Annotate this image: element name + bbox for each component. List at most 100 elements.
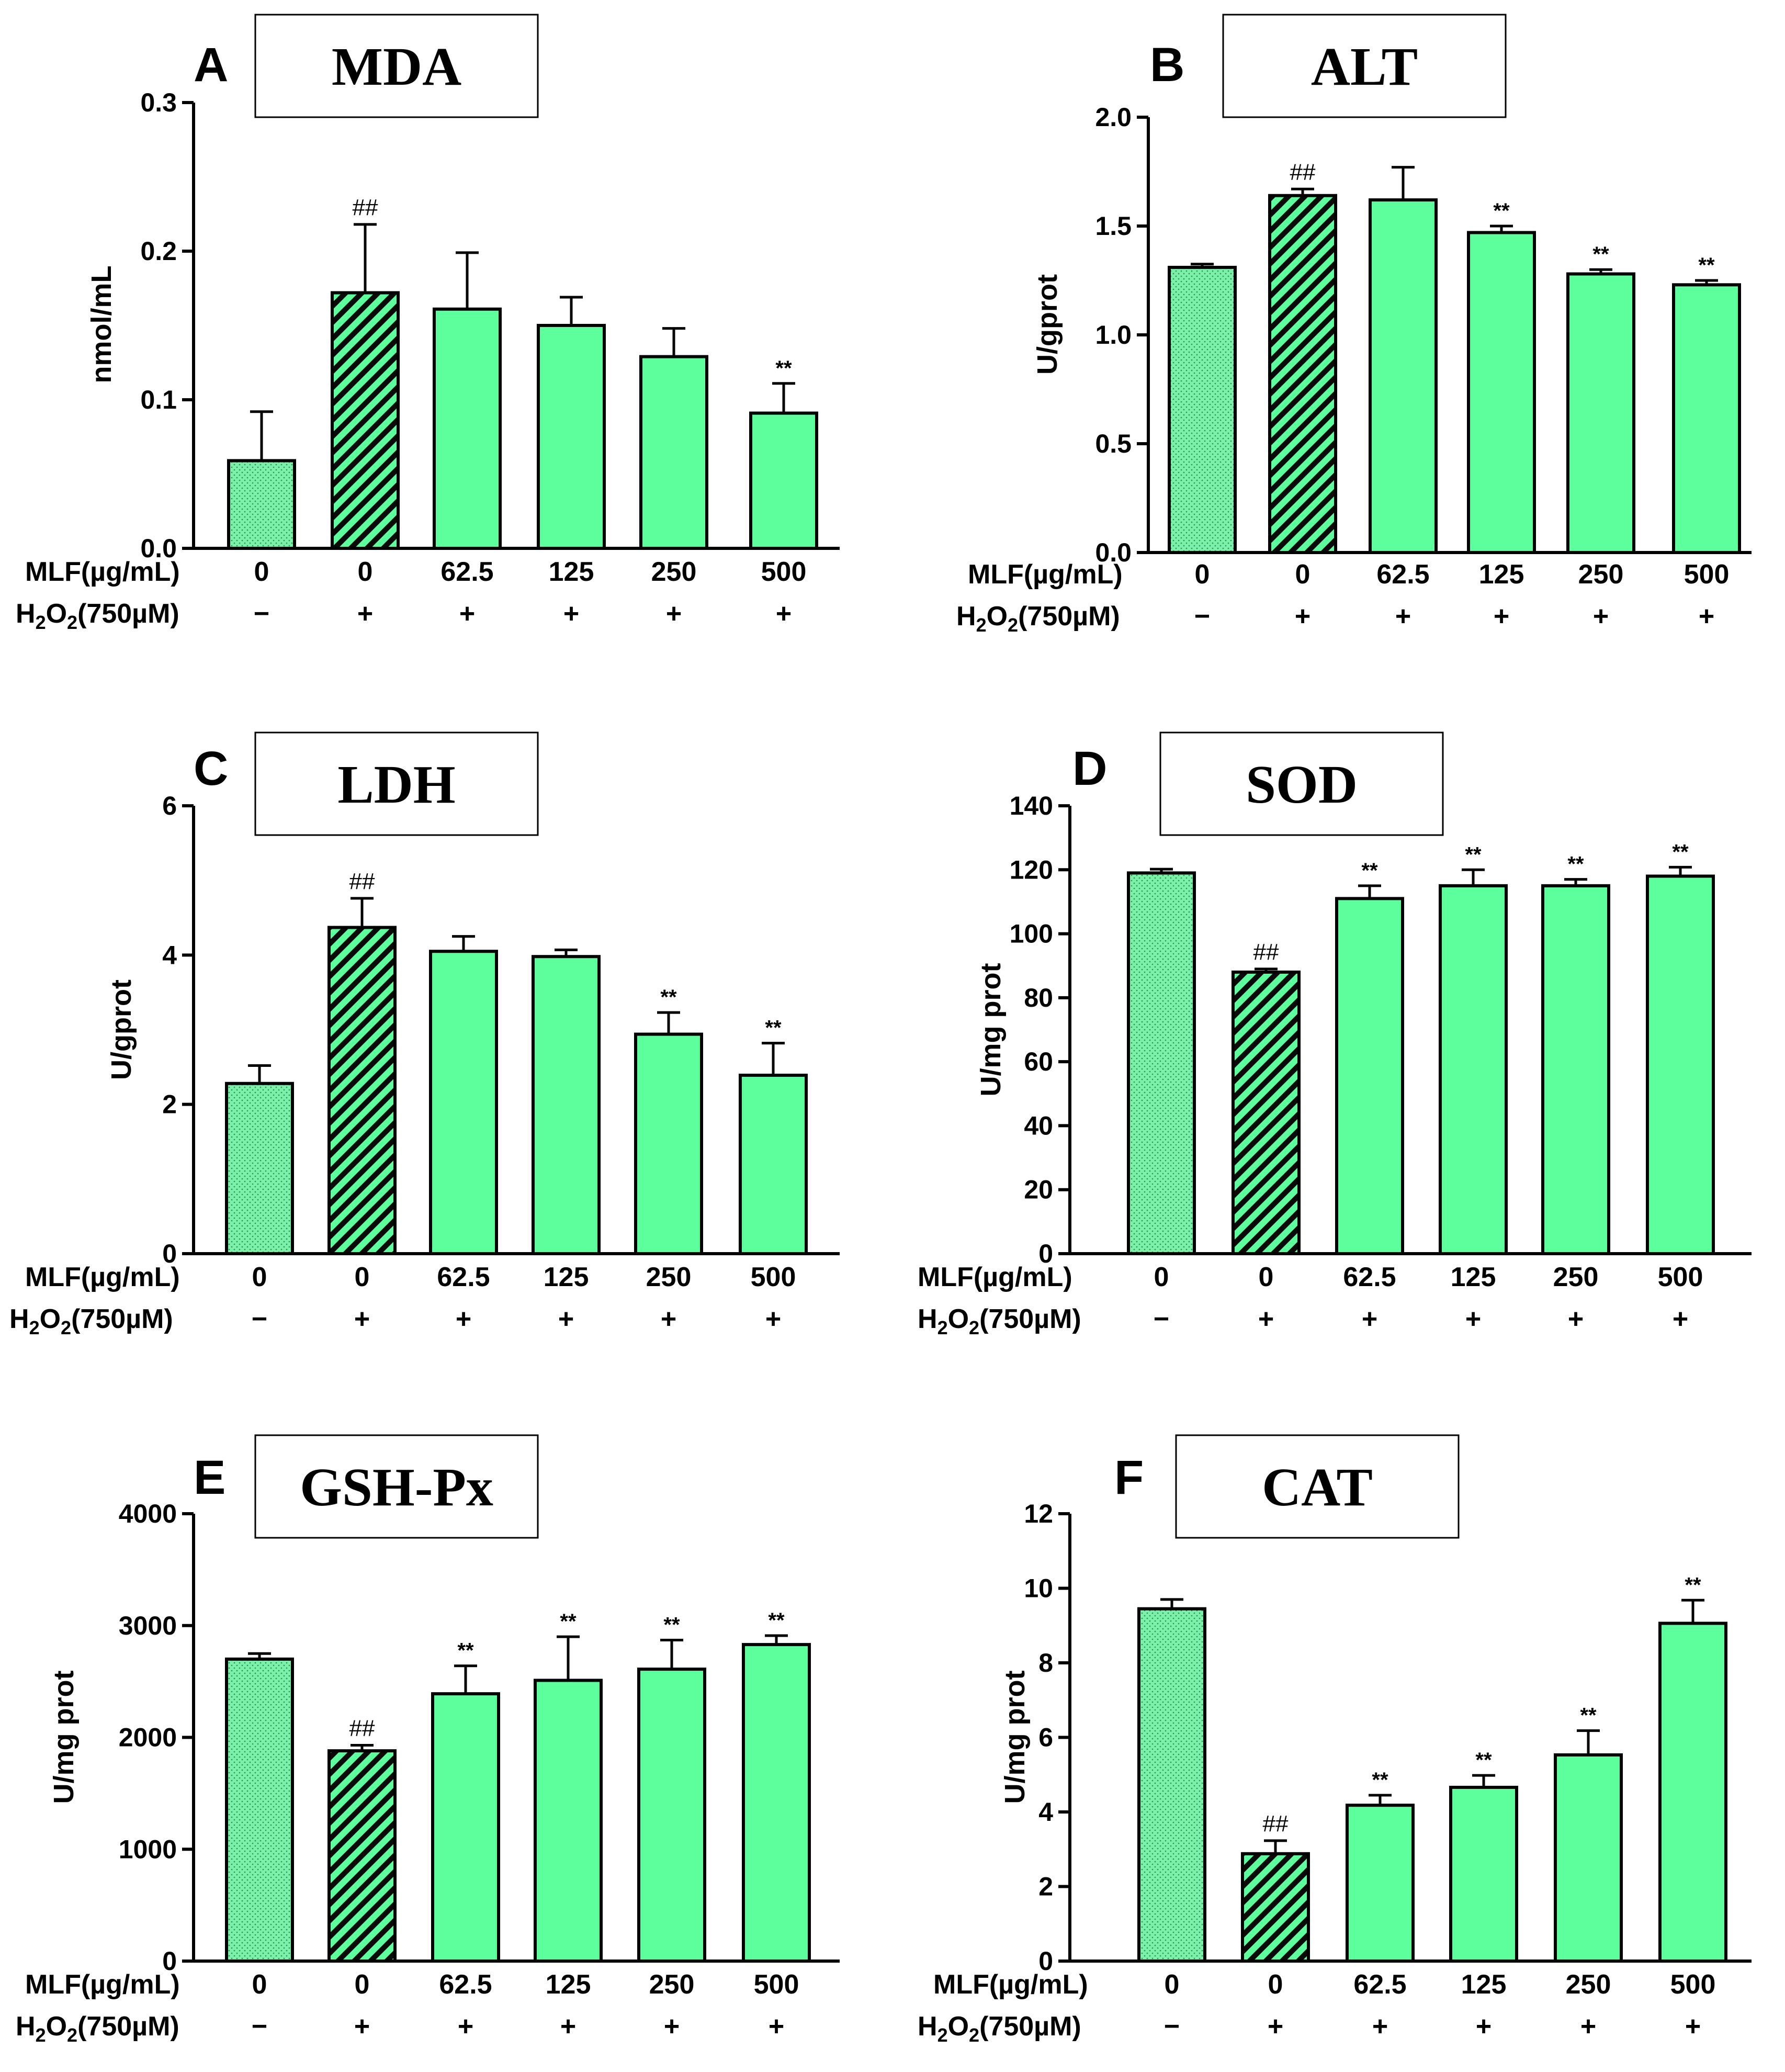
- panel-letter: A: [194, 38, 228, 92]
- bar: [742, 1643, 811, 1963]
- y-axis-label: U/mg prot: [975, 963, 1007, 1097]
- mlf-row-label: MLF(µg/mL): [918, 1262, 1072, 1292]
- panel-letter: F: [1114, 1451, 1144, 1504]
- significance-mark: **: [775, 357, 792, 380]
- significance-mark: ##: [349, 1715, 375, 1741]
- mlf-dose-label: 0: [252, 1262, 267, 1292]
- mlf-dose-label: 250: [646, 1262, 692, 1292]
- y-tick-label: 2: [162, 1090, 177, 1119]
- h2o2-sign-label: +: [1295, 601, 1310, 632]
- significance-mark: ##: [349, 869, 375, 894]
- significance-mark: **: [1567, 853, 1584, 876]
- significance-mark: **: [660, 986, 677, 1009]
- panel-letter: B: [1150, 38, 1184, 92]
- bar: [1449, 1785, 1518, 1963]
- y-axis-label: U/gprot: [106, 979, 137, 1080]
- chart-title: GSH-Px: [300, 1457, 493, 1517]
- y-tick-label: 2000: [119, 1723, 177, 1752]
- y-axis-label: U/mg prot: [999, 1671, 1031, 1804]
- mlf-dose-label: 500: [1684, 559, 1730, 590]
- h2o2-row-label: H2O2(750µM): [956, 601, 1120, 636]
- significance-mark: **: [1685, 1573, 1701, 1596]
- h2o2-sign-label: −: [1164, 2011, 1180, 2042]
- mlf-dose-label: 0: [355, 1969, 370, 2000]
- h2o2-sign-label: +: [563, 599, 579, 629]
- bar: [1672, 283, 1741, 554]
- bar: [1541, 884, 1610, 1256]
- y-tick-label: 12: [1024, 1499, 1053, 1528]
- mlf-dose-label: 0: [1295, 559, 1310, 590]
- h2o2-sign-label: +: [1268, 2011, 1283, 2042]
- y-tick-label: 40: [1024, 1111, 1053, 1140]
- mlf-dose-label: 0: [1259, 1262, 1274, 1292]
- h2o2-row-label: H2O2(750µM): [918, 1304, 1081, 1338]
- significance-mark: **: [1672, 840, 1689, 863]
- bar: [1439, 884, 1508, 1256]
- significance-mark: ##: [1290, 159, 1316, 185]
- bar: [225, 1082, 294, 1255]
- mlf-dose-label: 500: [1658, 1262, 1703, 1292]
- y-tick-label: 120: [1010, 855, 1053, 884]
- h2o2-sign-label: +: [558, 1304, 574, 1334]
- panel-d: D SOD 0 20 40 60 80 100 120 140 U/mg prot 0 − ## 0 + ** 6…: [918, 731, 1752, 1338]
- chart-title: MDA: [332, 37, 461, 97]
- mlf-dose-label: 250: [1553, 1262, 1599, 1292]
- y-tick-label: 0: [162, 1239, 177, 1268]
- chart-title: CAT: [1262, 1457, 1373, 1517]
- y-tick-label: 1.0: [1095, 320, 1132, 350]
- bar: [1646, 874, 1715, 1255]
- mlf-dose-label: 0: [1154, 1262, 1169, 1292]
- mlf-row-label: MLF(µg/mL): [25, 1262, 180, 1292]
- y-tick-label: 0.5: [1095, 429, 1132, 458]
- y-tick-label: 10: [1024, 1574, 1053, 1603]
- significance-mark: ##: [1263, 1811, 1289, 1837]
- mlf-dose-label: 0: [355, 1262, 370, 1292]
- h2o2-sign-label: +: [765, 1304, 781, 1334]
- significance-mark: **: [1372, 1769, 1388, 1792]
- bar: [532, 955, 601, 1255]
- mlf-row-label: MLF(µg/mL): [25, 557, 180, 587]
- significance-mark: **: [765, 1017, 782, 1040]
- bar: [433, 307, 502, 550]
- panel-letter: D: [1072, 742, 1107, 795]
- panel-e: E GSH-Px 0 1000 2000 3000 4000 U/mg prot 0 − ## 0 + *…: [16, 1434, 840, 2046]
- h2o2-sign-label: +: [1465, 1304, 1481, 1334]
- mlf-dose-label: 250: [1578, 559, 1624, 590]
- mlf-dose-label: 0: [254, 557, 269, 587]
- bar: [1369, 198, 1438, 554]
- h2o2-row-label: H2O2(750µM): [918, 2011, 1081, 2046]
- bar: [1232, 970, 1301, 1255]
- h2o2-sign-label: +: [354, 1304, 370, 1334]
- significance-mark: **: [1698, 254, 1715, 277]
- chart-title: ALT: [1311, 37, 1418, 97]
- y-axis-label: U/gprot: [1032, 274, 1063, 375]
- panel-b: B ALT 0.0 0.5 1.0 1.5 2.0 U/gprot 0 − ## 0 +62.5 + ** 1…: [956, 14, 1752, 636]
- y-tick-label: 0.0: [140, 534, 177, 563]
- h2o2-sign-label: +: [1699, 601, 1714, 632]
- h2o2-sign-label: +: [1593, 601, 1609, 632]
- h2o2-sign-label: +: [1580, 2011, 1596, 2042]
- significance-mark: **: [1465, 843, 1482, 866]
- mlf-row-label: MLF(µg/mL): [933, 1969, 1088, 2000]
- h2o2-sign-label: +: [1494, 601, 1509, 632]
- h2o2-row-label: H2O2(750µM): [16, 2011, 179, 2046]
- mlf-dose-label: 125: [546, 1969, 591, 2000]
- bar: [637, 1668, 706, 1963]
- h2o2-sign-label: +: [459, 599, 475, 629]
- chart-title: LDH: [337, 755, 455, 815]
- bar: [431, 1692, 500, 1963]
- y-tick-label: 6: [1038, 1723, 1053, 1752]
- h2o2-sign-label: +: [354, 2011, 370, 2042]
- mlf-row-label: MLF(µg/mL): [968, 559, 1123, 590]
- title-box: [1159, 731, 1444, 836]
- y-tick-label: 80: [1024, 983, 1053, 1012]
- mlf-dose-label: 250: [1566, 1969, 1611, 2000]
- mlf-dose-label: 500: [754, 1969, 799, 2000]
- title-box: [1175, 1434, 1460, 1539]
- bar: [1554, 1753, 1623, 1963]
- significance-mark: **: [1361, 859, 1378, 882]
- h2o2-sign-label: +: [357, 599, 373, 629]
- mlf-row-label: MLF(µg/mL): [25, 1969, 180, 2000]
- bar: [739, 1074, 808, 1255]
- h2o2-row-label: H2O2(750µM): [9, 1304, 173, 1338]
